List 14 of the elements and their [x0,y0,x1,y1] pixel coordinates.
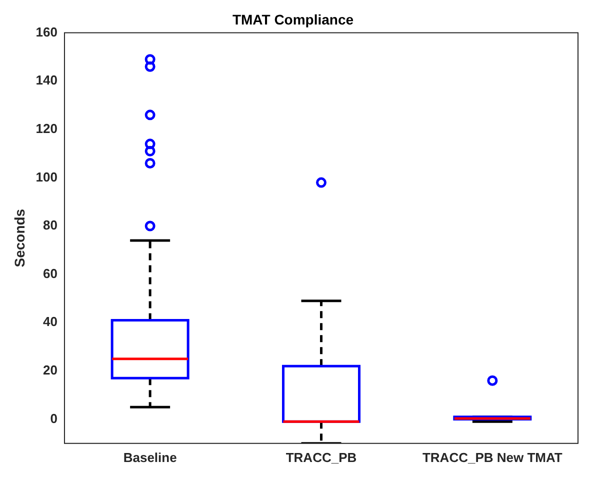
y-tick-label: 120 [36,120,58,136]
y-tick-label: 80 [43,218,58,233]
x-tick-label: Baseline [123,450,177,465]
y-tick-label: 60 [43,266,58,281]
chart-title: TMAT Compliance [232,11,354,28]
y-tick-label: 20 [43,362,58,378]
x-tick-label: TRACC_PB New TMAT [422,450,562,465]
y-axis-title: Seconds [11,208,28,268]
y-tick-label: 140 [36,72,58,88]
y-tick-label: 160 [36,24,58,40]
x-tick-label: TRACC_PB [286,450,357,465]
y-tick-label: 40 [43,314,58,330]
y-tick-label: 0 [50,410,58,426]
y-tick-label: 100 [36,169,58,184]
